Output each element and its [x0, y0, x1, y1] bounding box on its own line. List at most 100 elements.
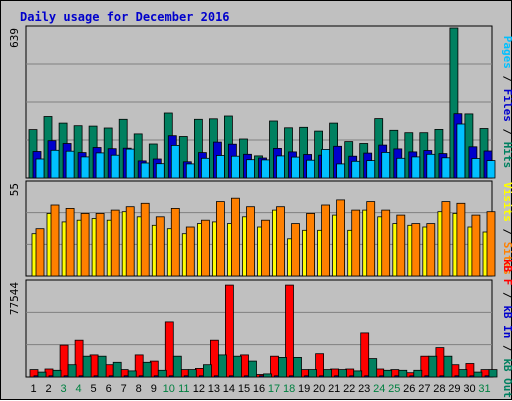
bar-pages [321, 148, 331, 179]
legend-part: / [501, 69, 512, 89]
bar-pages [456, 123, 466, 179]
x-tick-label: 11 [178, 383, 189, 395]
bar-sites [155, 216, 165, 277]
x-tick-label: 30 [463, 383, 475, 395]
bar-sites [110, 209, 120, 277]
bar-pages [486, 160, 496, 179]
legend-part: kB In [501, 305, 512, 338]
bar-sites [351, 209, 361, 277]
bar-kb-out [202, 364, 212, 378]
bar-kb-out [112, 361, 122, 378]
x-tick-label: 3 [61, 383, 67, 395]
bar-sites [486, 211, 496, 277]
legend-part: Hits [501, 142, 512, 169]
bar-pages [261, 159, 270, 179]
bar-kb-out [323, 369, 333, 378]
bar-kb-f [360, 332, 370, 378]
bar-sites [80, 212, 90, 277]
bar-kb-out [157, 369, 167, 378]
x-tick-label: 26 [403, 383, 415, 395]
x-tick-label: 20 [313, 383, 325, 395]
series-legend-label: kB F / kB In / kB Out [501, 259, 512, 398]
x-tick-label: 6 [106, 383, 112, 395]
bar-sites [306, 212, 316, 277]
bar-sites [381, 209, 391, 277]
legend-part: / [501, 222, 512, 242]
scale-max-label: 77544 [8, 282, 21, 315]
bar-kb-out [473, 371, 483, 378]
bar-pages [140, 162, 150, 179]
bar-pages [291, 156, 300, 179]
bar-pages [441, 157, 451, 179]
bar-pages [336, 163, 346, 179]
bar-pages [230, 155, 240, 179]
bar-sites [396, 214, 406, 277]
bar-pages [246, 159, 255, 179]
bar-kb-f [164, 321, 174, 378]
bar-sites [246, 206, 255, 277]
bar-sites [321, 204, 331, 277]
bar-sites [65, 207, 75, 277]
bar-kb-out [308, 369, 318, 378]
bar-sites [366, 201, 376, 277]
panel-visits-sites: 55 Visits / Sites [8, 180, 512, 277]
legend-part: Visits [501, 182, 512, 222]
bar-kb-out [338, 369, 348, 378]
bar-kb-out [248, 360, 257, 378]
legend-part: kB F [501, 259, 512, 286]
bar-kb-out [383, 369, 393, 378]
bar-pages [351, 160, 361, 179]
bar-sites [276, 206, 285, 277]
bar-pages [95, 152, 105, 179]
bar-pages [50, 149, 60, 179]
x-tick-label: 13 [208, 383, 220, 395]
bar-sites [426, 223, 436, 277]
x-tick-label: 14 [223, 383, 235, 395]
legend-part: / [501, 285, 512, 305]
bar-sites [140, 202, 150, 277]
bar-pages [170, 144, 180, 179]
bar-sites [185, 226, 195, 277]
bar-sites [125, 206, 135, 277]
x-tick-label: 27 [418, 383, 430, 395]
bar-kb-out [278, 356, 287, 378]
bar-pages [381, 151, 391, 179]
bar-pages [426, 153, 436, 179]
x-tick-label: 31 [478, 383, 490, 395]
bar-sites [35, 228, 45, 277]
bar-sites [95, 212, 105, 277]
bar-kb-out [488, 369, 498, 378]
bar-kb-out [127, 370, 137, 378]
x-tick-label: 8 [136, 383, 142, 395]
bar-pages [80, 156, 90, 179]
x-tick-label: 9 [151, 383, 157, 395]
bar-pages [125, 148, 135, 179]
x-tick-label: 4 [76, 383, 82, 395]
x-tick-label: 15 [238, 383, 250, 395]
bar-pages [110, 154, 120, 179]
bar-kb-out [413, 369, 423, 378]
bar-sites [456, 202, 466, 277]
bar-pages [65, 150, 75, 179]
series-legend-label: Pages / Files / Hits [501, 36, 512, 169]
scale-max-label: 55 [8, 183, 21, 196]
x-tick-label: 2 [45, 383, 51, 395]
bar-kb-out [428, 355, 438, 378]
bar-pages [155, 163, 165, 179]
chart-title: Daily usage for December 2016 [20, 10, 230, 24]
x-tick-label: 5 [91, 383, 97, 395]
x-tick-label: 28 [433, 383, 445, 395]
x-tick-label: 24 [373, 383, 385, 395]
bar-kb-out [353, 370, 363, 378]
bar-pages [185, 163, 195, 179]
x-tick-label: 25 [388, 383, 400, 395]
bar-sites [336, 199, 346, 277]
x-tick-label: 19 [298, 383, 310, 395]
bar-sites [441, 201, 451, 277]
bar-sites [261, 219, 270, 277]
bar-pages [200, 157, 210, 179]
series-legend-label: Visits / Sites [501, 182, 512, 275]
bar-kb-out [217, 354, 227, 378]
bar-pages [471, 158, 481, 179]
